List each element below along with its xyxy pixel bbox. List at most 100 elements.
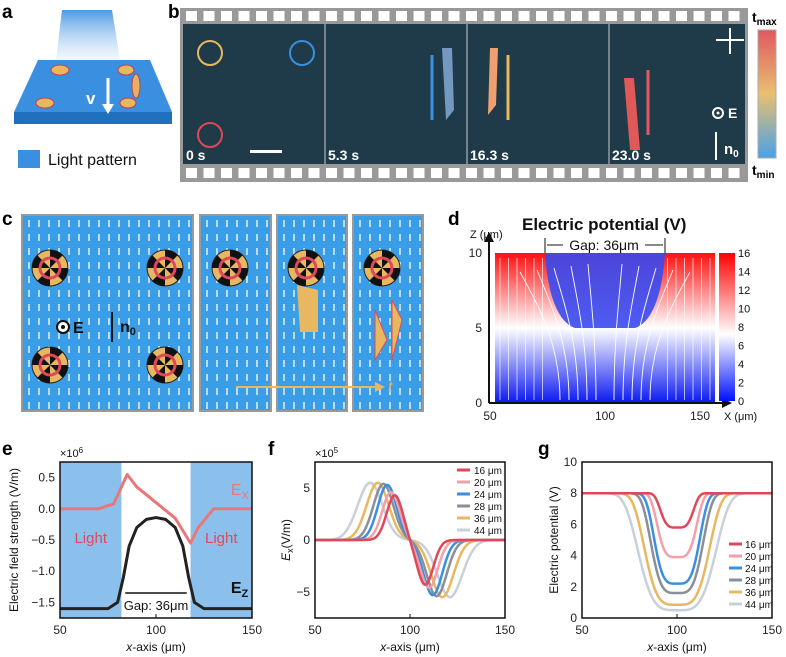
sprocket-hole: [186, 11, 197, 21]
sprocket-hole: [413, 168, 425, 178]
x-axis-label-italic: x: [646, 640, 654, 654]
label-sub: X: [242, 490, 250, 502]
y-tick: 0: [570, 611, 577, 625]
field-label: E: [73, 320, 84, 337]
colorbar-tick: 12: [738, 285, 750, 297]
x-tick: 50: [308, 623, 322, 637]
sprocket-hole: [728, 11, 740, 21]
sprocket-hole: [291, 168, 302, 178]
legend-label: 36 μm: [474, 514, 502, 525]
series-label-ex: EX: [231, 482, 250, 502]
colorbar-tick: 6: [738, 341, 744, 353]
sprocket-hole: [536, 11, 547, 21]
y-axis-label: Z (μm): [470, 229, 503, 241]
panel-label-g: g: [538, 439, 550, 460]
sprocket-hole: [378, 11, 390, 21]
x-axis-label-rest: -axis (μm): [386, 640, 440, 654]
sprocket-hole: [273, 11, 285, 21]
x-tick: 100: [595, 409, 615, 423]
moving-droplet: [131, 73, 141, 99]
light-label: Light: [205, 530, 238, 547]
x-axis-label: x-axis (μm): [646, 640, 707, 654]
legend-label: 28 μm: [474, 502, 502, 513]
velocity-label: v: [86, 89, 96, 108]
time-colorbar: [757, 29, 777, 159]
sprocket-hole: [413, 11, 425, 21]
velocity-arrowhead: [102, 104, 114, 114]
multiplier: ×106: [60, 446, 84, 460]
series-line: [582, 491, 772, 595]
sprocket-hole: [203, 168, 215, 178]
gap-annotation: Gap: 36μm: [124, 598, 189, 613]
field-label: E: [728, 105, 737, 121]
polarizer-cross-icon: [716, 28, 744, 54]
sprocket-hole: [221, 11, 232, 21]
legend-label: 36 μm: [745, 588, 773, 599]
y-axis-label: Electric field strength (V/m): [7, 468, 21, 612]
y-tick: 2: [570, 580, 577, 594]
tracked-circle: [197, 122, 223, 148]
colorbar-tick: 2: [738, 378, 744, 390]
light-legend-swatch: [18, 150, 40, 168]
sprocket-hole: [518, 168, 530, 178]
trajectory-red: [624, 78, 640, 150]
tracked-circle: [197, 40, 223, 66]
sprocket-hole: [571, 11, 582, 21]
sprocket-hole: [501, 168, 512, 178]
colorbar-tick: 0: [738, 396, 744, 408]
x-axis-label: x-axis (μm): [125, 640, 186, 654]
sprocket-hole: [378, 168, 390, 178]
trajectory-blue: [442, 48, 454, 120]
label-sub: Z: [242, 588, 249, 600]
cell-frame: [352, 214, 424, 412]
light-beam: [56, 10, 120, 60]
field-dot: [61, 325, 65, 329]
y-tick: −0.5: [31, 533, 55, 547]
sprocket-hole: [676, 168, 687, 178]
legend-label: 24 μm: [474, 490, 502, 501]
gap-region: [545, 253, 665, 328]
sprocket-hole: [361, 168, 372, 178]
y-axis-label: Electric potential (V): [547, 486, 561, 593]
colorbar-tick: 14: [738, 267, 750, 279]
sprocket-hole: [396, 168, 407, 178]
plot-frame: [581, 461, 773, 619]
label-main: E: [231, 580, 242, 597]
colorbar-tick: 4: [738, 359, 744, 371]
disk-ring: [153, 353, 177, 377]
sprocket-hole: [396, 11, 407, 21]
deformed-droplet: [297, 285, 318, 332]
light-region: [190, 462, 252, 618]
streamline: [587, 263, 597, 401]
cb-min-main: t: [752, 162, 757, 178]
sprocket-hole: [361, 11, 372, 21]
x-axis-label: X (μm): [724, 411, 757, 423]
sprocket-hole: [221, 168, 232, 178]
series-line: [582, 491, 772, 585]
sprocket-hole: [308, 168, 320, 178]
light-legend-label: Light pattern: [48, 152, 137, 169]
panel-g-chart: 50 100 150 x-axis (μm) 0 2 4 6 8 10 Electric poten…: [547, 455, 782, 654]
trajectory-orange: [488, 48, 498, 115]
sprocket-hole: [238, 11, 250, 21]
sprocket-hole: [431, 11, 442, 21]
colorbar-max-label: tmax: [752, 9, 777, 28]
sprocket-hole: [641, 168, 652, 178]
disk-ring: [370, 256, 394, 280]
tracked-circle: [289, 40, 315, 66]
droplet: [119, 97, 137, 109]
colorbar-tick: 16: [738, 248, 750, 260]
time-arrowhead: [375, 382, 385, 392]
streamline: [613, 263, 623, 401]
panel-label-a: a: [2, 2, 13, 23]
streamline: [570, 265, 588, 401]
yl-sub: x: [285, 548, 295, 553]
sprocket-hole: [641, 11, 652, 21]
streamline: [519, 271, 561, 401]
y-tick: −5: [296, 585, 310, 599]
director-label: n0: [724, 141, 739, 160]
legend-label: 16 μm: [474, 466, 502, 477]
yl-unit: (V/m): [279, 519, 293, 548]
cell-frame: [199, 214, 272, 412]
